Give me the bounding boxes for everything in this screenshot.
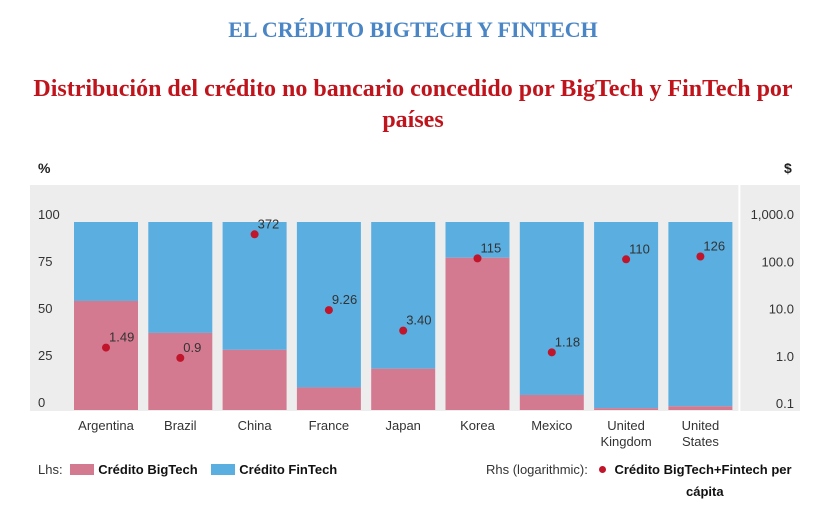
legend-lhs-label: Lhs: <box>38 462 63 477</box>
legend-dot-icon <box>599 466 607 473</box>
bar-bigtech <box>296 387 361 410</box>
legend-rhs-label: Rhs (logarithmic): <box>486 462 588 477</box>
bar-fintech <box>594 222 659 409</box>
percapita-dot <box>176 353 185 362</box>
bar-bigtech <box>519 394 584 410</box>
right-tick-label: 100.0 <box>761 254 794 269</box>
percapita-dot <box>696 252 705 261</box>
bar-fintech <box>148 222 213 333</box>
category-label: United <box>682 418 720 433</box>
percapita-data-label: 0.9 <box>183 340 201 355</box>
left-tick-label: 50 <box>38 301 52 316</box>
bar-bigtech <box>445 257 510 410</box>
left-tick-label: 25 <box>38 348 52 363</box>
percapita-dot <box>399 326 408 335</box>
percapita-data-label: 1.18 <box>555 334 580 349</box>
right-tick-label: 1,000.0 <box>751 207 794 222</box>
left-tick-label: 100 <box>38 207 60 222</box>
legend-bigtech-label: Crédito BigTech <box>98 462 198 477</box>
percapita-dot <box>473 254 482 263</box>
bar-chart: 0 25 50 75 100 0.1 1.0 10.0 100.0 1,000.0 1.49 Arge… <box>30 185 800 449</box>
category-label: Kingdom <box>600 434 651 449</box>
bar-bigtech <box>668 406 733 410</box>
percapita-dot <box>102 343 110 352</box>
bar-fintech <box>371 222 436 369</box>
bar-bigtech <box>371 368 436 410</box>
legend-bigtech-swatch <box>70 464 95 475</box>
right-tick-label: 1.0 <box>776 349 794 364</box>
left-axis-unit: % <box>38 160 51 176</box>
bar-bigtech <box>594 408 659 410</box>
category-label: France <box>309 418 349 433</box>
category-label: Japan <box>385 418 420 433</box>
bar-fintech <box>222 222 287 350</box>
right-axis-panel <box>740 185 800 411</box>
bar-fintech <box>74 222 138 301</box>
percapita-data-label: 110 <box>629 241 650 256</box>
percapita-dot <box>547 348 556 357</box>
chart-subtitle: Distribución del crédito no bancario con… <box>33 76 793 133</box>
legend-percapita-cont: cápita <box>686 484 724 499</box>
legend-fintech-label: Crédito FinTech <box>239 462 338 477</box>
percapita-data-label: 3.40 <box>406 313 431 328</box>
category-label: Mexico <box>531 418 572 433</box>
legend-percapita-label: Crédito BigTech+Fintech per <box>614 462 792 477</box>
category-label: United <box>607 418 645 433</box>
bar-fintech <box>519 222 584 395</box>
right-tick-label: 10.0 <box>769 302 794 317</box>
right-axis-unit: $ <box>784 160 792 176</box>
legend-lhs: Lhs: Crédito BigTech Crédito FinTech <box>38 462 337 477</box>
bar-bigtech <box>222 349 287 410</box>
category-label: States <box>682 434 719 449</box>
category-label: China <box>238 418 273 433</box>
report-title: EL CRÉDITO BIGTECH Y FINTECH <box>228 17 598 42</box>
legend-rhs: Rhs (logarithmic): Crédito BigTech+Finte… <box>486 462 792 477</box>
bar-bigtech <box>74 300 138 410</box>
percapita-data-label: 372 <box>258 216 280 231</box>
percapita-dot <box>324 306 333 315</box>
category-label: Argentina <box>78 418 134 433</box>
bar-fintech <box>296 222 361 388</box>
bar-fintech <box>445 222 510 258</box>
percapita-data-label: 9.26 <box>332 292 357 307</box>
bar-bigtech <box>148 332 213 410</box>
legend-fintech-swatch <box>211 464 236 475</box>
percapita-data-label: 115 <box>481 240 502 255</box>
left-axis-panel <box>30 185 68 411</box>
right-tick-label: 0.1 <box>776 396 794 411</box>
percapita-data-label: 126 <box>703 239 725 254</box>
left-tick-label: 75 <box>38 254 52 269</box>
left-tick-label: 0 <box>38 395 45 410</box>
percapita-dot <box>622 255 631 264</box>
category-label: Brazil <box>164 418 197 433</box>
category-label: Korea <box>460 418 495 433</box>
legend-percapita-label-line2: cápita <box>686 484 724 499</box>
percapita-data-label: 1.49 <box>109 330 134 345</box>
percapita-dot <box>250 230 259 239</box>
